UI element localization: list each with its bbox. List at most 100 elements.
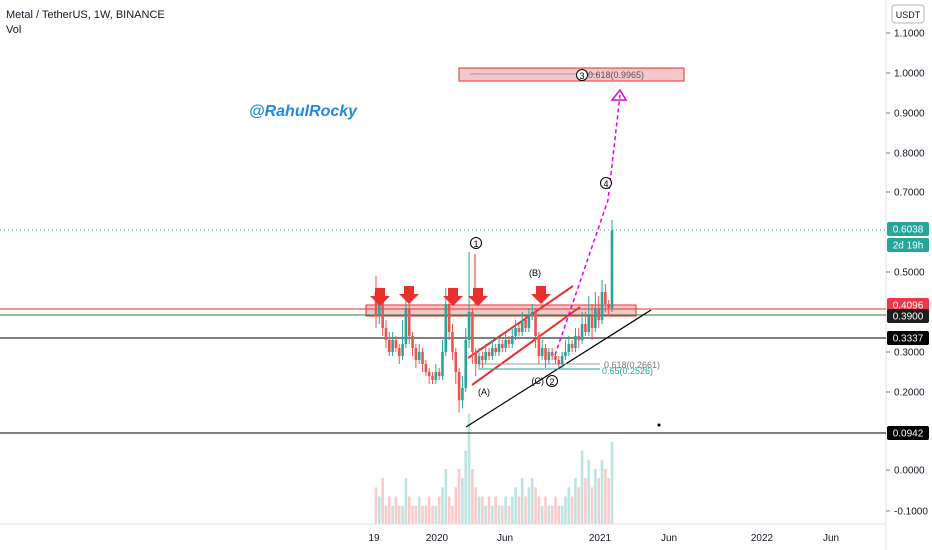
time-axis: 19 2020 Jun 2021 Jun 2022 Jun [368,533,839,544]
price-badge-last[interactable] [887,222,929,236]
candle [574,328,577,352]
corrective-label-b[interactable]: (B) [529,268,541,278]
candle [421,348,424,372]
volume-bar [411,505,414,524]
volume-bar [527,487,531,524]
channel-lower-line[interactable] [471,306,581,386]
volume-bar [570,496,574,524]
candle [567,336,571,356]
candle [424,360,428,376]
candle [447,296,451,340]
price-badge-countdown[interactable] [887,238,929,252]
wave-label-1[interactable]: 1 [470,237,482,250]
fib-618-label: 0.618(0.2661) [604,360,660,370]
candle [527,308,531,332]
volume-bar [391,505,394,524]
volume-bar [544,496,547,524]
svg-text:3: 3 [579,71,584,81]
volume-bar [607,478,610,524]
symbol-title[interactable]: Metal / TetherUS, 1W, BINANCE [6,9,165,21]
volume-bar [414,505,418,524]
corrective-label-a[interactable]: (A) [478,387,490,397]
resistance-zone[interactable] [365,304,637,317]
candle [530,304,534,320]
time-label: Jun [661,533,677,544]
wave-label-2[interactable]: 2 [546,375,558,388]
volume-bar [491,505,494,524]
volume-bar [487,496,491,524]
candle [590,304,594,340]
volume-bar [574,478,577,524]
candle [461,376,464,409]
price-tick-label: 0.0000 [894,466,925,477]
candle [384,320,388,348]
volume-bar [580,450,584,524]
candle [474,348,478,376]
candle [407,304,411,344]
price-tick-label: -0.1000 [894,507,928,518]
price-badge-label: 0.3900 [893,312,924,323]
candle [434,364,438,384]
fib-target-label: 0.618(0.9965) [588,70,644,80]
candle [544,344,547,368]
candles [374,220,614,413]
volume-bar [520,478,524,524]
volume-bar [444,469,448,524]
fib-65-label: 0.65(0.2526) [602,366,653,376]
candle [411,332,414,356]
volume-bar [387,496,391,524]
price-tick-label: 0.5000 [894,268,925,279]
volume-bar [524,496,527,524]
corrective-label-c[interactable]: (C) [532,376,545,386]
watermark-text: @RahulRocky [249,103,358,120]
volume-bar [407,496,411,524]
volume-bar [554,496,557,524]
volume-bar [464,450,468,524]
price-tick-label: 0.9000 [894,109,925,120]
volume-bar [600,459,604,524]
candle [577,328,581,348]
candle [394,336,398,352]
candle [524,316,527,332]
volume-bar [537,496,541,524]
volume-bar [497,505,501,524]
volume-bar [461,478,464,524]
volume-bar [504,496,507,524]
price-badge-line-b[interactable] [887,426,929,440]
price-badge-line-a[interactable] [887,331,929,345]
projection-path[interactable] [554,94,621,356]
wave-label-4[interactable]: 4 [600,177,612,190]
volume-bar [481,496,484,524]
candle [507,336,511,348]
price-badge-label: 0.0942 [893,429,924,440]
volume-bar [457,469,461,524]
svg-text:1: 1 [473,239,478,249]
dot-marker [657,423,661,427]
candle [587,296,591,336]
volume-bar [437,496,441,524]
candle [604,284,607,312]
candle [427,368,431,384]
volume-bar [560,505,564,524]
price-badge-label: 0.4096 [893,301,924,312]
volume-bar [501,505,504,524]
volume-bar [484,505,487,524]
volume-bar [417,496,421,524]
price-badge-label: 2d 19h [893,241,924,252]
candle [404,300,408,348]
candle [517,324,521,336]
candle [537,332,541,364]
price-badge-resistance[interactable] [887,298,929,312]
volume-bar [514,487,517,524]
price-badge-support-green[interactable] [887,309,929,323]
volume-bar [374,487,378,524]
volume-bar [424,505,428,524]
currency-button[interactable] [891,4,925,24]
volume-bar [394,496,398,524]
candle [570,340,574,352]
volume-label[interactable]: Vol [6,24,21,36]
candle [597,296,601,328]
time-label: Jun [497,533,513,544]
wave-label-3[interactable]: 3 [576,69,588,82]
price-badge-label: 0.3337 [893,334,924,345]
